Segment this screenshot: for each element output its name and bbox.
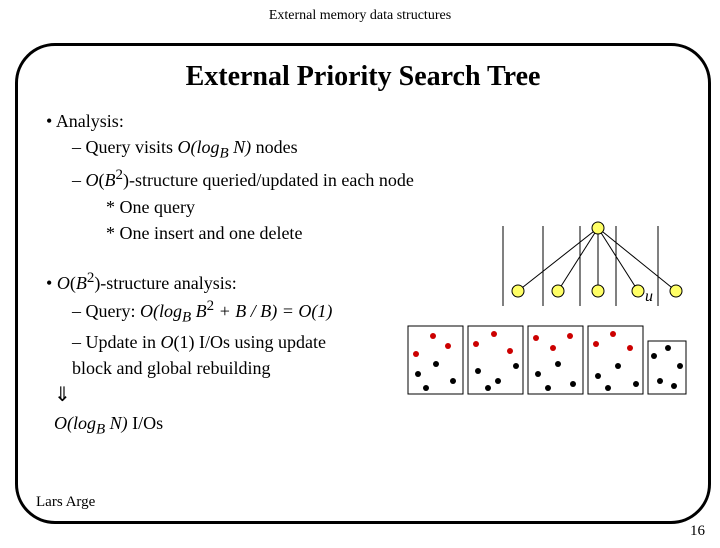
slide-frame: External Priority Search Tree • Analysis… bbox=[15, 43, 711, 524]
text: )-structure queried/updated in each node bbox=[123, 170, 414, 190]
header-text: External memory data structures bbox=[0, 8, 720, 24]
tree-diagram: u bbox=[398, 216, 688, 446]
text: Analysis: bbox=[56, 111, 124, 131]
math-sup: 2 bbox=[116, 167, 124, 183]
text: – Query visits bbox=[72, 137, 178, 157]
bullet-query-visits: – Query visits O(logB N) nodes bbox=[72, 134, 708, 165]
text: – Query: bbox=[72, 301, 140, 321]
bullet-ob2-struct: – O(B2)-structure queried/updated in eac… bbox=[72, 165, 708, 193]
text: I/Os bbox=[128, 413, 164, 433]
text: (1) I/Os using update bbox=[173, 332, 325, 352]
math: N) bbox=[229, 137, 252, 157]
slide-title: External Priority Search Tree bbox=[18, 61, 708, 93]
math: O bbox=[160, 332, 173, 352]
math: O bbox=[86, 170, 99, 190]
footer-author: Lars Arge bbox=[36, 494, 95, 511]
math-sub: B bbox=[220, 146, 229, 162]
math: B bbox=[105, 170, 116, 190]
math: O(log bbox=[178, 137, 220, 157]
text: )-structure analysis: bbox=[94, 273, 236, 293]
math-sub: B bbox=[96, 422, 105, 438]
bullet-analysis: • Analysis: bbox=[46, 108, 708, 134]
math: + B / B) = O(1) bbox=[214, 301, 332, 321]
text: nodes bbox=[251, 137, 298, 157]
svg-text:u: u bbox=[645, 288, 653, 305]
math: B bbox=[76, 273, 87, 293]
math: B bbox=[191, 301, 207, 321]
math: O(log bbox=[140, 301, 182, 321]
math: O bbox=[57, 273, 70, 293]
math: N) bbox=[105, 413, 128, 433]
footer-page-number: 16 bbox=[690, 523, 705, 540]
math-sub: B bbox=[182, 309, 191, 325]
text: – bbox=[72, 170, 86, 190]
math: O(log bbox=[54, 413, 96, 433]
text: – Update in bbox=[72, 332, 160, 352]
